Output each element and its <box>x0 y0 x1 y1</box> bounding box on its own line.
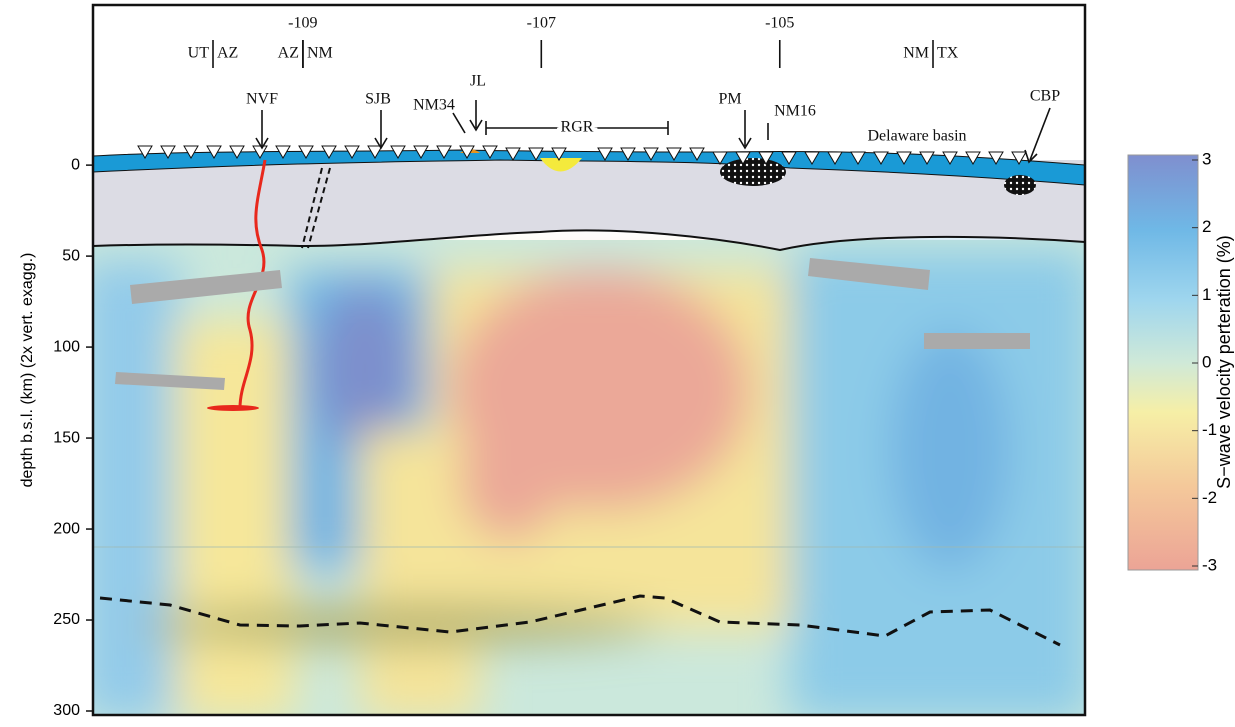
colorbar-tick-label: -2 <box>1202 488 1217 507</box>
annotation: NM34 <box>413 97 455 114</box>
border-label: AZ <box>278 45 299 62</box>
figure: UT AZ AZ NM NM TX NVF SJB NM34 JL RGR PM… <box>0 0 1235 722</box>
x-tick-label: -105 <box>765 15 794 32</box>
annotation: PM <box>718 91 741 108</box>
y-tick-label: 200 <box>53 520 80 537</box>
x-tick-label: -107 <box>527 15 556 32</box>
y-tick-label: 0 <box>71 156 80 173</box>
colorbar-tick-label: -3 <box>1202 555 1217 574</box>
colorbar-tick-label: -1 <box>1202 420 1217 439</box>
annotation: NM16 <box>774 103 816 120</box>
y-tick-label: 150 <box>53 429 80 446</box>
tomography <box>80 5 1090 720</box>
y-axis-label: depth b.s.l. (km) (2x vert. exagg.) <box>19 253 36 488</box>
annotation: Delaware basin <box>867 128 966 145</box>
y-tick-label: 50 <box>62 247 80 264</box>
y-tick-label: 250 <box>53 611 80 628</box>
colorbar <box>1128 155 1198 570</box>
border-label: UT <box>188 45 210 62</box>
y-tick-label: 100 <box>53 338 80 355</box>
y-tick-label: 300 <box>53 702 80 719</box>
x-tick-label: -109 <box>288 15 317 32</box>
colorbar-tick-label: 0 <box>1202 352 1211 371</box>
colorbar-label: S−wave velocity perteration (%) <box>1214 235 1234 489</box>
border-label: NM <box>903 45 929 62</box>
border-label: NM <box>307 45 333 62</box>
annotation: CBP <box>1030 88 1060 105</box>
colorbar-tick-label: 1 <box>1202 285 1211 304</box>
border-label: AZ <box>217 45 238 62</box>
annotation: NVF <box>246 91 278 108</box>
colorbar-tick-label: 2 <box>1202 217 1211 236</box>
colorbar-tick-label: 3 <box>1202 149 1211 168</box>
border-label: TX <box>937 45 959 62</box>
annotation: RGR <box>561 119 594 136</box>
annotation: SJB <box>365 91 391 108</box>
annotation: JL <box>470 73 486 90</box>
